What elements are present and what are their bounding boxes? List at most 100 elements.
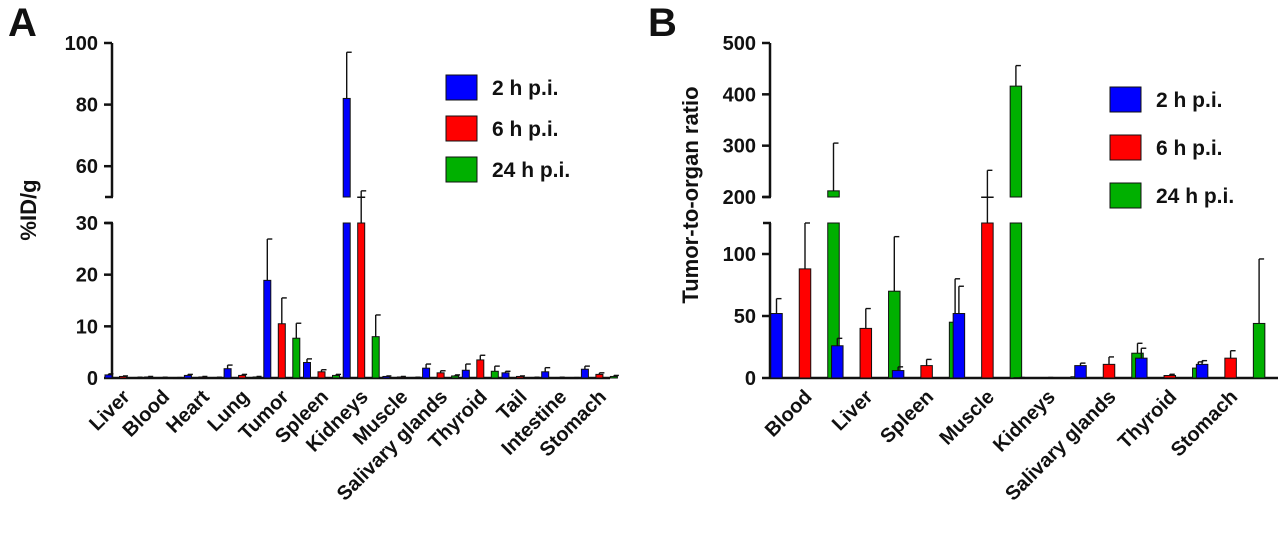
panel-letter: B — [648, 1, 677, 45]
panel-a-chart: A%ID/g01020306080100LiverBloodHeartLungT… — [8, 1, 619, 505]
bar — [382, 375, 391, 379]
panel-b-chart: B Tumor-to-organ ratio 0 50 100 200 300 400 500 B… — [648, 1, 1278, 505]
bar — [1163, 375, 1177, 379]
bar — [1252, 322, 1266, 379]
y-tick-label: 80 — [76, 95, 98, 117]
bar — [332, 374, 340, 379]
bar — [371, 336, 380, 379]
y-tick-label: 30 — [76, 213, 98, 235]
y-tick-label: 0 — [87, 368, 98, 390]
y-tick-label: 50 — [734, 306, 756, 328]
y-tick-label: 300 — [723, 136, 756, 158]
x-tick-label: Heart — [162, 386, 214, 438]
bar — [490, 370, 499, 379]
y-axis-label: %ID/g — [16, 179, 41, 240]
legend-label: 2 h p.i. — [492, 77, 559, 100]
y-tick-label: 100 — [723, 244, 756, 266]
x-tick-label: Spleen — [876, 386, 938, 448]
bar — [555, 376, 564, 379]
legend-label: 6 h p.i. — [1156, 137, 1223, 160]
legend-swatch — [1109, 182, 1142, 209]
x-tick-label: Liver — [828, 386, 878, 436]
bar — [1009, 222, 1023, 379]
bar — [461, 369, 470, 379]
bar — [1013, 377, 1026, 379]
legend-swatch — [445, 156, 478, 183]
bar — [530, 376, 539, 379]
legend-label: 24 h p.i. — [1156, 185, 1234, 208]
bar — [158, 376, 167, 379]
bar — [981, 222, 994, 379]
bar — [144, 376, 153, 379]
bar-upper-segment — [827, 190, 840, 198]
panel-letter: A — [8, 1, 37, 45]
bar — [595, 373, 604, 379]
bar — [770, 313, 783, 379]
bar — [580, 368, 589, 379]
y-tick-label: 100 — [65, 33, 98, 55]
bar — [859, 327, 873, 379]
bar-upper-segment — [1009, 85, 1023, 198]
y-tick-label: 500 — [723, 33, 756, 55]
bar — [223, 368, 232, 379]
bar — [238, 374, 247, 379]
bar — [798, 268, 812, 379]
y-tick-label: 10 — [76, 316, 98, 338]
x-tick-label: Salivary glands — [1001, 386, 1120, 505]
bar — [277, 323, 286, 379]
bar — [342, 222, 351, 379]
bar — [252, 376, 261, 379]
x-tick-label: Blood — [761, 386, 817, 442]
bar — [570, 377, 579, 380]
bar-upper-segment — [981, 196, 994, 198]
legend-swatch — [445, 115, 478, 142]
bar — [888, 290, 901, 379]
y-tick-label: 0 — [745, 368, 756, 390]
bar — [952, 313, 966, 379]
bar — [1041, 377, 1055, 379]
bar — [891, 370, 905, 379]
bar — [263, 279, 272, 379]
bar — [357, 222, 366, 379]
legend-label: 2 h p.i. — [1156, 89, 1223, 112]
bar-upper-segment — [342, 97, 351, 198]
bar — [198, 376, 207, 379]
bar — [516, 375, 524, 379]
bar — [920, 365, 933, 379]
legend-swatch — [1109, 86, 1142, 113]
bar — [1224, 357, 1237, 379]
bar — [451, 375, 460, 379]
bar — [831, 345, 844, 379]
bar — [119, 375, 127, 379]
y-tick-label: 200 — [723, 187, 756, 209]
x-tick-label: Stomach — [1167, 386, 1242, 461]
legend-swatch — [1109, 134, 1142, 161]
bar — [501, 372, 510, 379]
y-tick-label: 60 — [76, 156, 98, 178]
legend-label: 24 h p.i. — [492, 159, 570, 182]
bar — [212, 376, 221, 379]
bar — [1074, 365, 1087, 379]
bar — [1102, 363, 1116, 379]
bar — [173, 377, 182, 380]
y-axis-label: Tumor-to-organ ratio — [678, 86, 703, 303]
legend-label: 6 h p.i. — [492, 118, 559, 141]
bar — [476, 359, 485, 379]
bar — [1135, 357, 1148, 379]
bar — [436, 372, 445, 379]
bar — [292, 337, 301, 379]
bar-upper-segment — [357, 196, 366, 198]
bar — [104, 374, 113, 379]
bar — [609, 375, 618, 379]
bar — [317, 371, 326, 379]
bar — [422, 367, 431, 379]
bar — [411, 376, 420, 379]
bar — [303, 362, 311, 379]
y-tick-label: 400 — [723, 84, 756, 106]
bar — [183, 374, 192, 379]
bar — [541, 371, 550, 379]
y-tick-label: 20 — [76, 265, 98, 287]
bar — [396, 376, 405, 379]
